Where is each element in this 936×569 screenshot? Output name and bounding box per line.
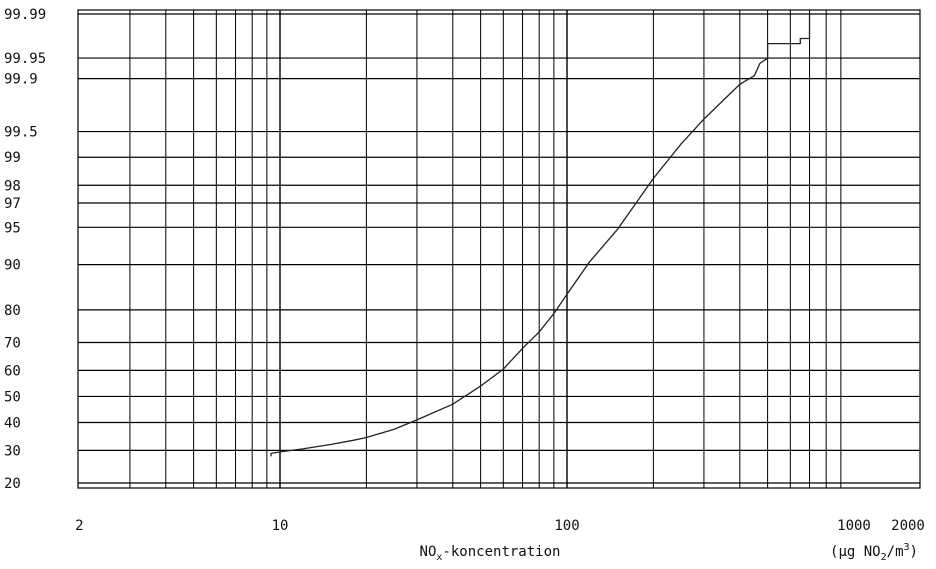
x-tick-label: 100 <box>554 518 579 534</box>
series-line <box>270 14 811 457</box>
y-tick-label: 20 <box>4 476 21 492</box>
y-tick-label: 60 <box>4 363 21 379</box>
y-tick-label: 80 <box>4 303 21 319</box>
y-tick-label: 40 <box>4 416 21 432</box>
y-tick-label: 99 <box>4 150 21 166</box>
x-tick-label: 2 <box>75 518 83 534</box>
grid <box>78 10 920 488</box>
y-tick-label: 99.99 <box>4 7 46 23</box>
y-tick-label: 70 <box>4 336 21 352</box>
plot-frame <box>77 9 921 489</box>
y-tick-label: 98 <box>4 178 21 194</box>
x-tick-label: 10 <box>272 518 289 534</box>
y-tick-label: 50 <box>4 389 21 405</box>
y-tick-labels: 20 30 40 50 60 70 80 90 95 97 98 99 99.5 99.9 99.95 99.… <box>4 7 46 492</box>
unit-label: (µg NO2/m3) <box>830 542 918 563</box>
y-tick-label: 95 <box>4 220 21 236</box>
x-tick-labels: 2 10 100 1000 2000 <box>75 518 925 534</box>
y-tick-label: 99.95 <box>4 51 46 67</box>
y-tick-label: 97 <box>4 196 21 212</box>
x-tick-label: 2000 <box>891 518 925 534</box>
x-tick-label: 1000 <box>837 518 871 534</box>
x-axis-label: NOx-koncentration <box>420 544 561 563</box>
y-tick-label: 99.9 <box>4 72 38 88</box>
y-tick-label: 99.5 <box>4 125 38 141</box>
y-tick-label: 30 <box>4 443 21 459</box>
y-tick-label: 90 <box>4 258 21 274</box>
